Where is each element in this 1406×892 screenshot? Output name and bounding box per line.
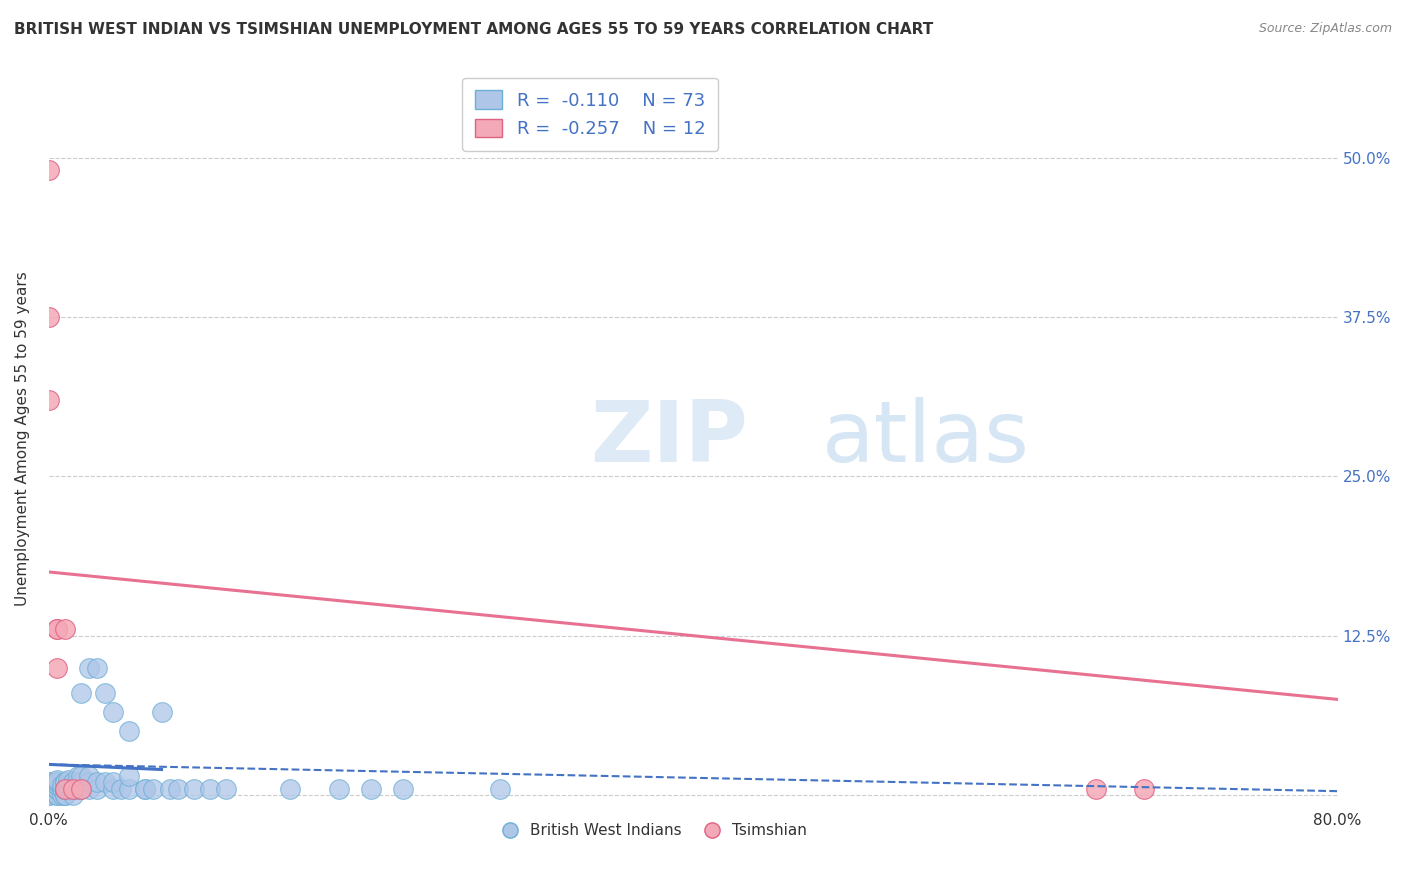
Point [45, 781, 67, 796]
Point [66, 781, 89, 796]
Point [62, 788, 84, 802]
Point [45, 781, 67, 796]
Point [110, 781, 132, 796]
Point [45, 623, 67, 637]
Point [86, 781, 108, 796]
Point [38, 775, 60, 789]
Point [77, 660, 100, 674]
Point [56, 778, 79, 792]
Text: BRITISH WEST INDIAN VS TSIMSHIAN UNEMPLOYMENT AMONG AGES 55 TO 59 YEARS CORRELAT: BRITISH WEST INDIAN VS TSIMSHIAN UNEMPLO… [14, 22, 934, 37]
Point [66, 769, 89, 783]
Point [38, 781, 60, 796]
Point [38, 775, 60, 789]
Point [45, 781, 67, 796]
Point [70, 686, 93, 700]
Point [66, 775, 89, 789]
Point [38, 778, 60, 792]
Point [392, 781, 415, 796]
Point [77, 769, 100, 783]
Text: ZIP: ZIP [591, 397, 748, 480]
Point [53, 788, 76, 802]
Point [38, 788, 60, 802]
Point [53, 781, 76, 796]
Point [53, 623, 76, 637]
Point [198, 781, 221, 796]
Point [62, 778, 84, 792]
Point [53, 781, 76, 796]
Point [38, 163, 60, 178]
Point [45, 788, 67, 802]
Point [45, 778, 67, 792]
Point [62, 775, 84, 789]
Point [134, 781, 156, 796]
Point [45, 623, 67, 637]
Point [45, 775, 67, 789]
Point [62, 781, 84, 796]
Point [38, 310, 60, 324]
Point [150, 705, 173, 719]
Point [45, 778, 67, 792]
Point [280, 781, 302, 796]
Point [360, 781, 382, 796]
Point [45, 788, 67, 802]
Point [159, 781, 181, 796]
Point [38, 778, 60, 792]
Point [103, 775, 125, 789]
Point [77, 781, 100, 796]
Point [103, 781, 125, 796]
Point [56, 772, 79, 787]
Point [118, 781, 141, 796]
Point [53, 775, 76, 789]
Point [86, 775, 108, 789]
Point [51, 781, 73, 796]
Point [328, 781, 350, 796]
Point [53, 775, 76, 789]
Point [70, 778, 93, 792]
Point [53, 788, 76, 802]
Point [70, 781, 93, 796]
Point [77, 775, 100, 789]
Point [215, 781, 238, 796]
Point [142, 781, 165, 796]
Text: atlas: atlas [823, 397, 1031, 480]
Point [166, 781, 188, 796]
Point [53, 781, 76, 796]
Point [38, 788, 60, 802]
Point [45, 781, 67, 796]
Point [70, 775, 93, 789]
Point [70, 769, 93, 783]
Point [118, 724, 141, 739]
Point [94, 686, 117, 700]
Point [51, 788, 73, 802]
Point [70, 781, 93, 796]
Point [62, 781, 84, 796]
Point [94, 775, 117, 789]
Point [183, 781, 205, 796]
Point [118, 769, 141, 783]
Point [38, 392, 60, 407]
Point [38, 781, 60, 796]
Point [86, 660, 108, 674]
Point [45, 660, 67, 674]
Text: Source: ZipAtlas.com: Source: ZipAtlas.com [1258, 22, 1392, 36]
Point [45, 772, 67, 787]
Point [489, 781, 512, 796]
Point [1133, 781, 1156, 796]
Legend: British West Indians, Tsimshian: British West Indians, Tsimshian [496, 817, 813, 845]
Point [45, 775, 67, 789]
Point [56, 781, 79, 796]
Y-axis label: Unemployment Among Ages 55 to 59 years: Unemployment Among Ages 55 to 59 years [15, 271, 30, 606]
Point [103, 705, 125, 719]
Point [51, 778, 73, 792]
Point [134, 781, 156, 796]
Point [1084, 781, 1107, 796]
